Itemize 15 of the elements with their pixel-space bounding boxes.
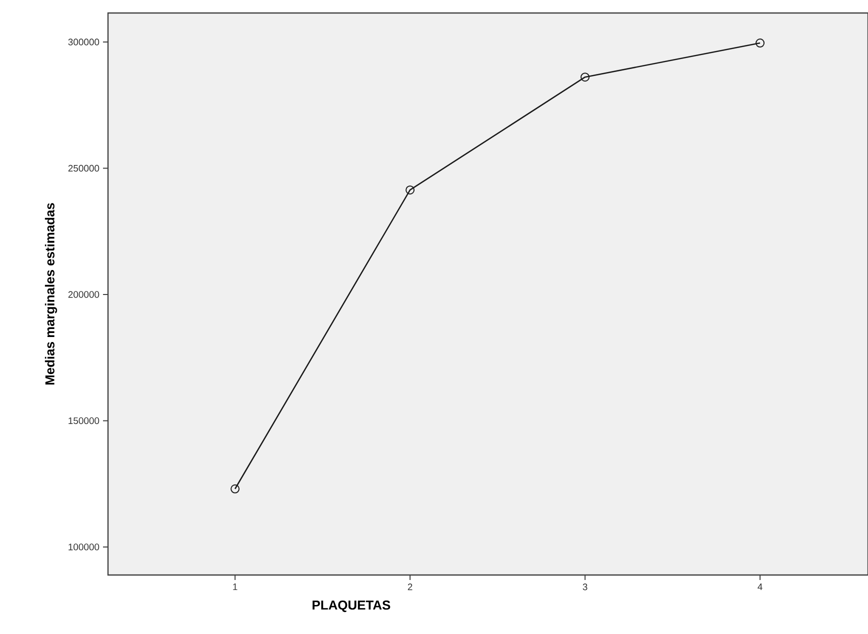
x-tick-label: 2 <box>408 584 412 590</box>
y-tick-label: 300000 <box>68 38 100 46</box>
point <box>580 72 590 82</box>
y-tick-label: 250000 <box>68 164 100 172</box>
y-tick-label: 150000 <box>68 417 100 424</box>
x-tick-label: 1 <box>233 584 238 590</box>
y-tick-label: 100000 <box>68 544 100 550</box>
point <box>406 185 415 194</box>
x-tick-label: 3 <box>582 584 588 590</box>
x-axis-title: PLAQUETAS <box>312 600 390 612</box>
y-tick-label: 200000 <box>68 291 100 298</box>
point <box>756 38 765 48</box>
y-axis-title: Medias marginales estimadas <box>44 203 58 385</box>
point <box>230 484 240 494</box>
x-tick-label: 4 <box>758 584 762 590</box>
